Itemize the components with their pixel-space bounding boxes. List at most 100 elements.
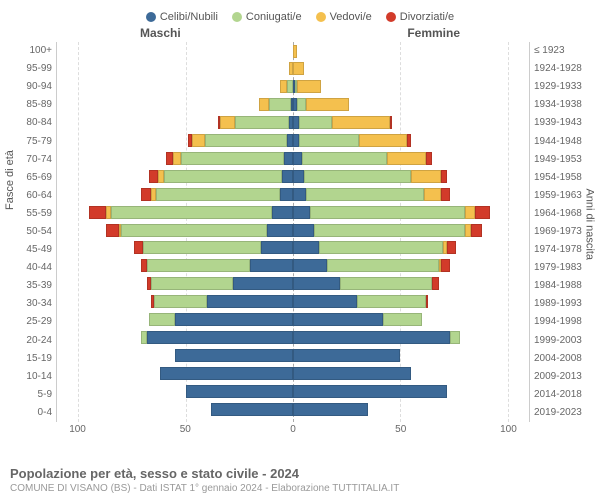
bar-seg xyxy=(465,206,476,219)
age-tick: 50-54 xyxy=(10,223,52,241)
x-axis: 10050050100 xyxy=(56,424,530,438)
bar-seg xyxy=(147,331,293,344)
pyramid-row xyxy=(57,98,529,112)
x-tick: 0 xyxy=(290,424,296,435)
birth-tick: 1984-1988 xyxy=(534,277,590,295)
pyramid-row xyxy=(57,402,529,416)
bar-seg xyxy=(304,170,411,183)
bar-seg xyxy=(299,134,359,147)
birth-tick: ≤ 1923 xyxy=(534,42,590,60)
bar-seg xyxy=(319,241,443,254)
birth-tick: 2004-2008 xyxy=(534,350,590,368)
bar-seg xyxy=(121,224,267,237)
bar-seg xyxy=(424,188,441,201)
birth-tick: 1939-1943 xyxy=(534,114,590,132)
bar-seg xyxy=(149,313,175,326)
legend-item: Celibi/Nubili xyxy=(146,11,218,23)
age-tick: 55-59 xyxy=(10,205,52,223)
bar-seg xyxy=(280,188,293,201)
x-tick: 100 xyxy=(500,424,517,435)
age-tick: 75-79 xyxy=(10,132,52,150)
bar-seg xyxy=(293,259,327,272)
pyramid-row xyxy=(57,80,529,94)
birth-tick: 1989-1993 xyxy=(534,295,590,313)
legend-dot xyxy=(232,12,242,22)
bar-seg xyxy=(143,241,261,254)
pyramid-row xyxy=(57,169,529,183)
y-axis-birth: ≤ 19231924-19281929-19331934-19381939-19… xyxy=(530,42,590,422)
bar-seg xyxy=(293,188,306,201)
bar-seg xyxy=(211,403,293,416)
bar-seg xyxy=(310,206,464,219)
pyramid-row xyxy=(57,116,529,130)
bar-seg xyxy=(147,259,250,272)
bar-seg xyxy=(426,152,432,165)
bar-seg xyxy=(233,277,293,290)
pyramid-row xyxy=(57,151,529,165)
pyramid-row xyxy=(57,330,529,344)
chart-title: Popolazione per età, sesso e stato civil… xyxy=(10,466,590,481)
bar-seg xyxy=(175,349,293,362)
age-tick: 0-4 xyxy=(10,404,52,422)
bar-seg xyxy=(173,152,182,165)
bar-seg xyxy=(407,134,411,147)
age-tick: 45-49 xyxy=(10,241,52,259)
bar-seg xyxy=(267,224,293,237)
legend-dot xyxy=(386,12,396,22)
pyramid-row xyxy=(57,62,529,76)
bar-seg xyxy=(261,241,293,254)
birth-tick: 1929-1933 xyxy=(534,78,590,96)
bar-seg xyxy=(441,259,450,272)
male-title: Maschi xyxy=(140,26,181,42)
age-tick: 40-44 xyxy=(10,259,52,277)
birth-tick: 1934-1938 xyxy=(534,96,590,114)
bar-seg xyxy=(297,98,306,111)
pyramid-row xyxy=(57,223,529,237)
bar-seg xyxy=(327,259,439,272)
age-tick: 5-9 xyxy=(10,386,52,404)
age-tick: 20-24 xyxy=(10,332,52,350)
bar-seg xyxy=(450,331,461,344)
bar-seg xyxy=(293,295,357,308)
bar-seg xyxy=(207,295,293,308)
bar-seg xyxy=(284,152,293,165)
bar-seg xyxy=(293,170,304,183)
bar-seg xyxy=(293,385,447,398)
birth-tick: 1999-2003 xyxy=(534,332,590,350)
bar-seg xyxy=(306,98,349,111)
x-tick: 50 xyxy=(395,424,406,435)
bar-seg xyxy=(357,295,426,308)
bar-seg xyxy=(106,224,119,237)
bar-seg xyxy=(293,206,310,219)
bar-seg xyxy=(160,367,293,380)
bar-seg xyxy=(293,152,302,165)
bar-seg xyxy=(141,188,152,201)
x-tick: 100 xyxy=(69,424,86,435)
age-tick: 30-34 xyxy=(10,295,52,313)
bar-seg xyxy=(149,170,158,183)
pyramid-row xyxy=(57,241,529,255)
bar-seg xyxy=(205,134,287,147)
bar-seg xyxy=(383,313,422,326)
bar-seg xyxy=(297,80,321,93)
bar-seg xyxy=(250,259,293,272)
bar-seg xyxy=(181,152,284,165)
birth-tick: 1994-1998 xyxy=(534,313,590,331)
birth-tick: 2014-2018 xyxy=(534,386,590,404)
legend-item: Vedovi/e xyxy=(316,11,372,23)
bar-seg xyxy=(259,98,270,111)
pyramid-row xyxy=(57,259,529,273)
pyramid-row xyxy=(57,134,529,148)
bar-seg xyxy=(272,206,293,219)
age-tick: 90-94 xyxy=(10,78,52,96)
age-tick: 65-69 xyxy=(10,169,52,187)
age-tick: 35-39 xyxy=(10,277,52,295)
bar-seg xyxy=(299,116,331,129)
pyramid-row xyxy=(57,187,529,201)
y-axis-age: 100+95-9990-9485-8980-8475-7970-7465-696… xyxy=(10,42,56,422)
pyramid-row xyxy=(57,295,529,309)
bar-seg xyxy=(426,295,428,308)
bar-seg xyxy=(151,277,233,290)
bar-seg xyxy=(293,45,297,58)
bar-seg xyxy=(282,170,293,183)
